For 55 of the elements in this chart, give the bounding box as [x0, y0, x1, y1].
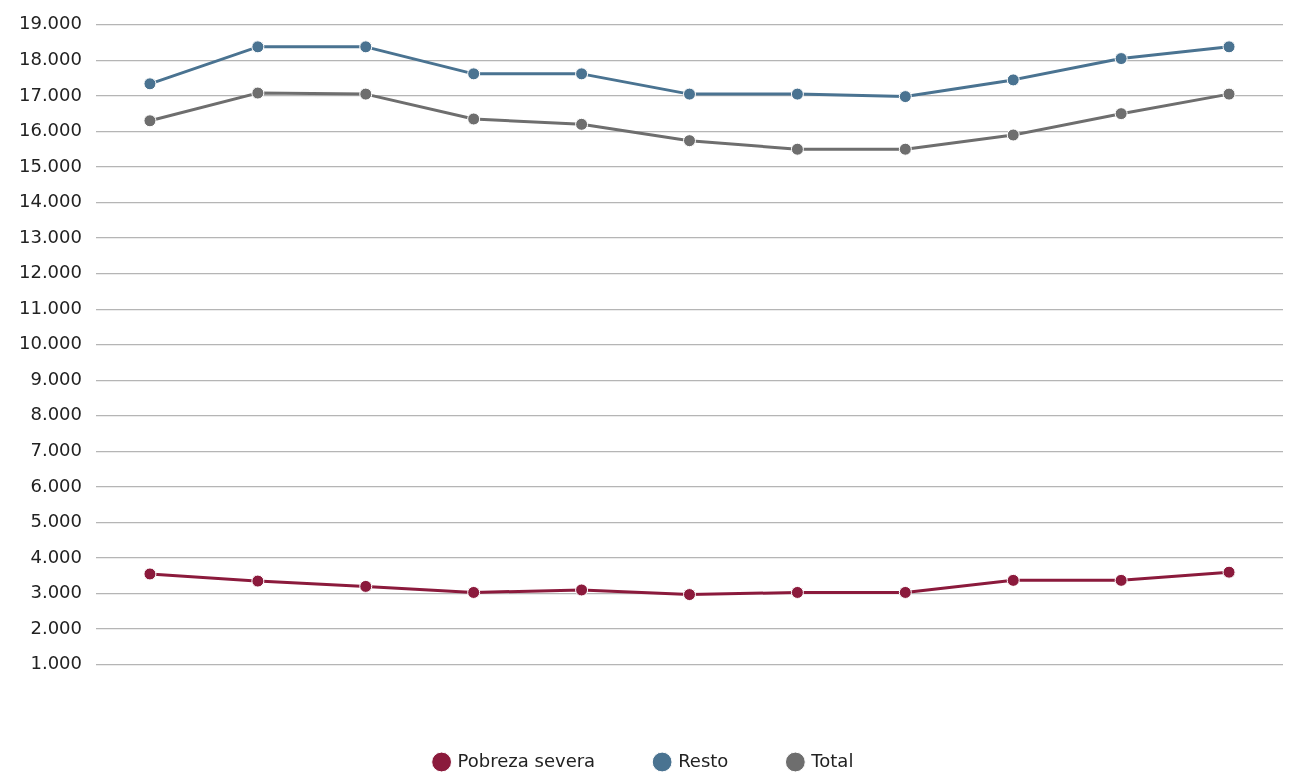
legend-label: Resto: [678, 749, 729, 771]
point: [1114, 52, 1128, 66]
y-tick-label: 15.000: [19, 154, 82, 176]
y-tick-label: 2.000: [30, 616, 82, 638]
y-tick-label: 11.000: [19, 296, 82, 318]
y-tick-label: 9.000: [30, 367, 82, 389]
point: [467, 67, 481, 81]
point: [251, 40, 265, 54]
y-tick-label: 14.000: [19, 190, 82, 212]
point: [898, 90, 912, 104]
point: [143, 77, 157, 91]
point: [1222, 40, 1236, 54]
point: [682, 134, 696, 148]
point: [898, 585, 912, 599]
point: [1222, 565, 1236, 579]
legend-label: Pobreza severa: [457, 749, 596, 771]
point: [1006, 128, 1020, 142]
point: [1222, 87, 1236, 101]
point: [359, 40, 373, 54]
y-tick-label: 6.000: [30, 474, 82, 496]
y-tick-label: 4.000: [30, 545, 82, 567]
y-tick-label: 18.000: [19, 48, 82, 70]
point: [682, 588, 696, 602]
y-tick-label: 3.000: [30, 581, 82, 603]
y-tick-label: 5.000: [30, 510, 82, 532]
point: [1114, 107, 1128, 121]
point: [143, 114, 157, 128]
point: [467, 585, 481, 599]
point: [1114, 573, 1128, 587]
point: [359, 87, 373, 101]
y-tick-label: 7.000: [30, 439, 82, 461]
point: [1006, 73, 1020, 87]
point: [575, 583, 589, 597]
y-tick-label: 19.000: [19, 12, 82, 34]
point: [575, 67, 589, 81]
y-tick-label: 1.000: [30, 652, 82, 674]
y-tick-label: 10.000: [19, 332, 82, 354]
y-tick-label: 8.000: [30, 403, 82, 425]
y-tick-label: 12.000: [19, 261, 82, 283]
y-tick-label: 16.000: [19, 119, 82, 141]
point: [143, 567, 157, 581]
point: [467, 112, 481, 126]
point: [1006, 573, 1020, 587]
point: [575, 117, 589, 131]
y-tick-label: 13.000: [19, 225, 82, 247]
point: [790, 87, 804, 101]
point: [251, 86, 265, 100]
point: [790, 585, 804, 599]
point: [682, 87, 696, 101]
legend-label: Total: [810, 749, 854, 771]
y-tick-label: 17.000: [19, 83, 82, 105]
point: [251, 574, 265, 588]
point: [359, 579, 373, 593]
point: [898, 142, 912, 156]
point: [790, 142, 804, 156]
